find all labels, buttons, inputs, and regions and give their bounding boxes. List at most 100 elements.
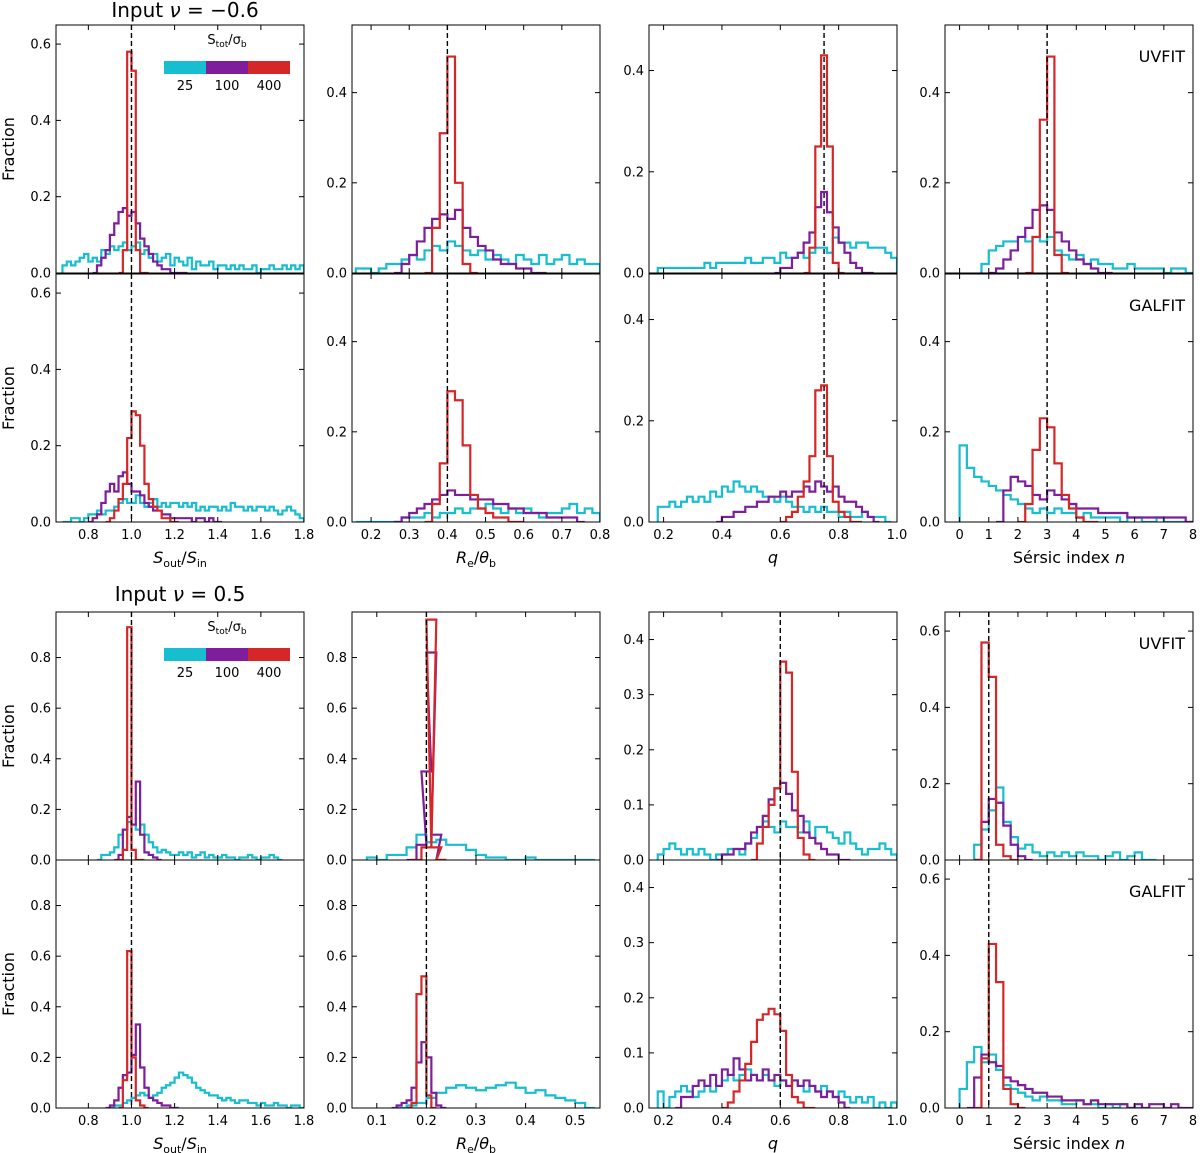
histogram-series-3 — [118, 50, 149, 273]
panel-2-plot — [354, 55, 600, 273]
x-tick-label: 0.8 — [828, 1114, 849, 1129]
y-tick-label: 0.2 — [919, 1025, 940, 1040]
x-tick-label: 1.6 — [251, 528, 272, 543]
panel-frame — [351, 273, 601, 523]
y-tick-label: 0.0 — [623, 267, 644, 282]
panel-frame — [944, 24, 1194, 274]
panel-9: 0.0 0.2 0.4 0.6 0.8 Fraction — [0, 611, 305, 869]
histogram-series-2 — [393, 489, 585, 522]
x-tick-label: 1 — [985, 1114, 993, 1129]
y-tick-label: 0.4 — [326, 335, 347, 350]
x-tick-label: 0.6 — [770, 528, 791, 543]
y-tick-label: 0.4 — [623, 881, 644, 896]
x-tick-label: 0.8 — [78, 528, 99, 543]
panel-5-plot — [62, 410, 304, 522]
y-tick-label: 0.4 — [30, 363, 51, 378]
histogram-series-3 — [118, 950, 149, 1108]
histogram-series-2 — [675, 1057, 851, 1108]
x-tick-label: 1.4 — [207, 1114, 228, 1129]
x-tick-label: 0.5 — [565, 1114, 586, 1129]
histogram-series-3 — [721, 1007, 816, 1108]
legend-swatch-25 — [164, 648, 206, 661]
histogram-series-2 — [716, 781, 851, 860]
x-axis-label: Re/θb — [456, 548, 496, 570]
histogram-series-3 — [780, 384, 862, 522]
x-tick-label: 2 — [1014, 1114, 1022, 1129]
legend-label-25: 25 — [177, 79, 194, 94]
y-tick-label: 0.3 — [623, 936, 644, 951]
x-tick-label: 0.3 — [466, 1114, 487, 1129]
x-tick-label: 1.8 — [294, 528, 315, 543]
panel-13: 0.0 0.2 0.4 0.6 0.8 0.8 1.0 1.2 1.4 1.6 1.8 Fractio… — [0, 859, 314, 1153]
y-tick-label: 0.0 — [30, 516, 51, 531]
x-tick-label: 0.4 — [712, 528, 733, 543]
panel-4: 0.0 0.2 0.4 UVFIT — [919, 24, 1194, 282]
y-tick-label: 0.4 — [919, 949, 940, 964]
histogram-series-1 — [973, 786, 1157, 860]
y-tick-label: 0.4 — [623, 313, 644, 328]
y-tick-label: 0.6 — [30, 287, 51, 302]
y-tick-label: 0.0 — [30, 854, 51, 869]
y-tick-label: 0.0 — [30, 1102, 51, 1117]
histogram-series-3 — [974, 641, 1018, 860]
x-tick-label: 1.4 — [207, 528, 228, 543]
histogram-series-2 — [974, 797, 1033, 860]
y-tick-label: 0.0 — [919, 516, 940, 531]
y-tick-label: 0.6 — [30, 38, 51, 53]
y-tick-label: 0.1 — [623, 1046, 644, 1061]
x-axis-label: Sérsic index n — [1013, 1134, 1125, 1153]
y-axis-label: Fraction — [0, 704, 18, 768]
histogram-series-1 — [656, 236, 897, 273]
histogram-series-2 — [774, 190, 874, 273]
y-axis-label: Fraction — [0, 117, 18, 181]
y-tick-label: 0.2 — [623, 743, 644, 758]
x-tick-label: 0.1 — [366, 1114, 387, 1129]
legend-title: Stot/σb — [207, 620, 246, 637]
histogram-series-3 — [105, 410, 179, 522]
panel-8-plot — [958, 417, 1193, 522]
histogram-series-2 — [391, 1041, 447, 1108]
y-tick-label: 0.6 — [919, 625, 940, 640]
y-tick-label: 0.6 — [326, 950, 347, 965]
panel-frame — [55, 24, 305, 274]
x-tick-label: 7 — [1160, 1114, 1168, 1129]
x-tick-label: 0.6 — [513, 528, 534, 543]
histogram-series-2 — [88, 471, 223, 522]
y-tick-label: 0.4 — [326, 86, 347, 101]
y-tick-label: 0.2 — [30, 439, 51, 454]
panel-7: 0.0 0.2 0.4 0.2 0.4 0.6 0.8 1.0 q — [623, 273, 907, 567]
x-tick-label: 7 — [1160, 528, 1168, 543]
panel-13-plot — [105, 950, 304, 1108]
x-axis-label: Re/θb — [456, 1134, 496, 1153]
panel-2: 0.0 0.2 0.4 — [326, 24, 601, 282]
x-axis-label: q — [768, 1134, 778, 1153]
panel-6: 0.0 0.2 0.4 0.2 0.3 0.4 0.5 0.6 0.7 0.8 Re/θb — [326, 273, 610, 570]
x-tick-label: 0.4 — [515, 1114, 536, 1129]
legend-title: Stot/σb — [207, 33, 246, 50]
histogram-series-3 — [974, 942, 1026, 1108]
y-tick-label: 0.4 — [30, 114, 51, 129]
histogram-series-1 — [958, 444, 1193, 522]
x-tick-label: 0.2 — [653, 528, 674, 543]
legend-label-25: 25 — [177, 666, 194, 681]
legend-swatch-100 — [206, 648, 248, 661]
histogram-series-3 — [1025, 55, 1069, 273]
panel-frame — [648, 24, 898, 274]
panels-layer: 0.00.20.40.6Fraction0.00.20.40.00.20.40.… — [0, 24, 1197, 1153]
histogram-series-3 — [803, 54, 845, 273]
panel-16: 0.0 0.2 0.4 0.6 0 1 2 3 4 5 6 7 8 GALFIT Sérsic index … — [919, 859, 1197, 1153]
y-tick-label: 0.3 — [623, 688, 644, 703]
x-tick-label: 0.7 — [552, 528, 573, 543]
x-tick-label: 8 — [1189, 1114, 1197, 1129]
group-title-2: Input ν = 0.5 — [115, 582, 246, 606]
legend-swatch-100 — [206, 61, 248, 74]
histogram-series-1 — [62, 494, 304, 522]
histogram-series-1 — [354, 240, 600, 273]
x-tick-label: 0.6 — [770, 1114, 791, 1129]
y-tick-label: 0.4 — [623, 633, 644, 648]
x-tick-label: 4 — [1072, 1114, 1080, 1129]
y-tick-label: 0.4 — [30, 752, 51, 767]
panel-3: 0.0 0.2 0.4 — [623, 24, 898, 282]
histogram-series-2 — [114, 780, 162, 860]
y-tick-label: 0.6 — [30, 702, 51, 717]
